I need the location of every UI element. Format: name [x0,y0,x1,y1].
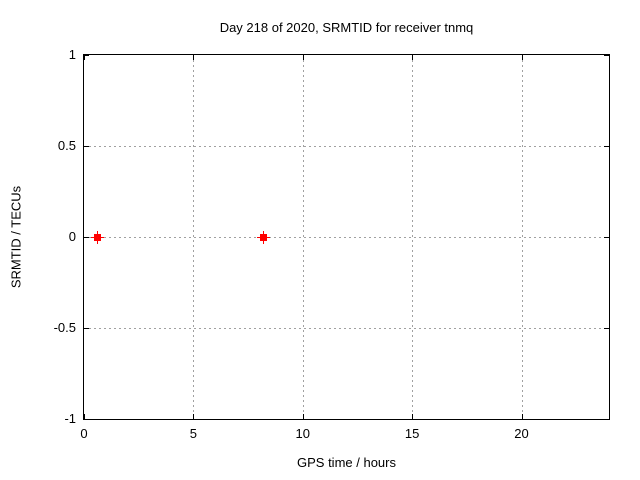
y-tick-mark-right [604,237,609,238]
y-tick-mark-left [84,328,89,329]
y-tick-mark-right [604,328,609,329]
y-tick-mark-left [84,146,89,147]
y-tick-label: -1 [64,411,76,426]
y-tick-mark-left [84,55,89,56]
x-tick-mark-bottom [84,414,85,419]
data-point-marker [256,230,270,244]
x-axis-label: GPS time / hours [297,455,396,470]
y-grid-line [84,146,609,147]
x-tick-mark-top [412,55,414,60]
x-tick-mark-bottom [302,414,304,419]
x-tick-mark-top [84,55,85,60]
x-tick-label: 0 [80,426,88,441]
x-tick-mark-bottom [193,414,195,419]
x-tick-mark-bottom [521,414,523,419]
x-tick-mark-top [302,55,304,60]
y-tick-label: 0 [68,229,76,244]
y-tick-label: 0.5 [57,138,76,153]
y-tick-label: -0.5 [53,320,76,335]
x-tick-label: 5 [189,426,197,441]
y-grid-line [84,237,609,238]
chart-title: Day 218 of 2020, SRMTID for receiver tnm… [219,20,474,35]
x-tick-mark-top [521,55,523,60]
x-tick-label: 15 [404,426,420,441]
data-point-marker [90,230,104,244]
x-tick-label: 20 [514,426,529,441]
y-grid-line [84,328,609,329]
y-tick-mark-right [604,146,609,147]
x-tick-mark-bottom [412,414,414,419]
y-tick-mark-right [604,55,609,56]
y-tick-label: 1 [68,47,76,62]
y-tick-mark-right [604,419,609,420]
x-tick-mark-top [193,55,195,60]
y-tick-mark-left [84,419,89,420]
y-tick-mark-left [84,237,89,238]
plot-area [83,54,610,420]
x-tick-label: 10 [295,426,310,441]
